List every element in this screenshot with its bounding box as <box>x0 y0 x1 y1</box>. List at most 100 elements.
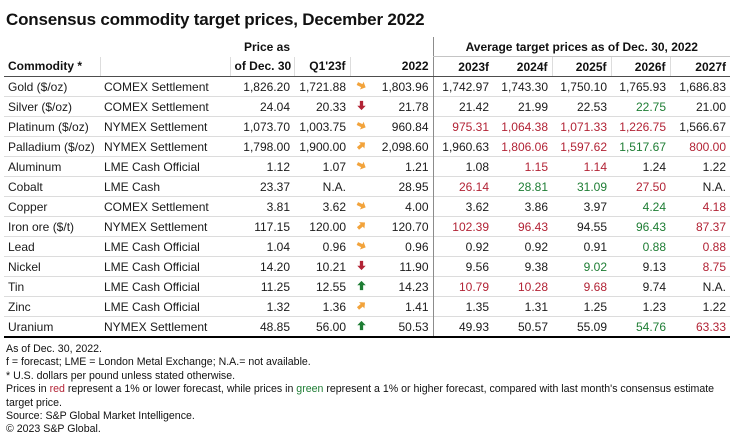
target-2026f-value: 96.43 <box>611 216 670 237</box>
trend-cell <box>350 296 372 317</box>
table-row: Aluminum LME Cash Official 1.12 1.07 1.2… <box>4 156 730 177</box>
table-row: Copper COMEX Settlement 3.81 3.62 4.00 3… <box>4 196 730 217</box>
target-2024f-value: 1,743.30 <box>501 79 548 94</box>
trend-slight-up-icon <box>353 138 368 153</box>
target-2027f-value: N.A. <box>670 276 730 297</box>
exchange-name: NYMEX Settlement <box>100 316 230 338</box>
col-header-trend <box>350 56 372 77</box>
table-row: Iron ore ($/t) NYMEX Settlement 117.15 1… <box>4 216 730 237</box>
legend-red-word: red <box>49 383 65 396</box>
q1-23f-value: 1,003.75 <box>294 116 350 137</box>
q1-23f-value: 10.21 <box>294 256 350 277</box>
table-row: Gold ($/oz) COMEX Settlement 1,826.20 1,… <box>4 76 730 97</box>
footnote-source: Source: S&P Global Market Intelligence. <box>6 410 195 423</box>
year-2022-value: 11.90 <box>372 256 433 277</box>
year-2022-value: 960.84 <box>372 116 433 137</box>
col-header-2022: 2022 <box>372 56 433 77</box>
exchange-name: COMEX Settlement <box>100 196 230 217</box>
col-header-2024f: 2024f <box>493 56 553 77</box>
trend-up-icon <box>356 280 367 291</box>
year-2022-value: 28.95 <box>372 176 433 197</box>
table-row: Platinum ($/oz) NYMEX Settlement 1,073.7… <box>4 116 730 137</box>
target-2027f-value: 87.37 <box>670 216 730 237</box>
footnote-color-legend: Prices in red represent a 1% or lower fo… <box>6 383 730 410</box>
commodity-name: Nickel <box>4 256 100 277</box>
target-2024f-value: 1.31 <box>493 296 552 317</box>
target-2027f-value: 800.00 <box>670 136 730 157</box>
trend-cell <box>350 276 372 297</box>
target-2024f-value: 28.81 <box>493 176 552 197</box>
target-2023f-value: 0.92 <box>432 236 493 257</box>
target-2026f-value: 1.24 <box>611 156 670 177</box>
target-2025f-value: 31.09 <box>552 176 611 197</box>
target-2025f-value: 1,071.33 <box>552 116 611 137</box>
price-dec30-value: 117.15 <box>230 216 294 237</box>
trend-slight-down-icon <box>354 198 369 213</box>
page-title: Consensus commodity target prices, Decem… <box>6 10 425 29</box>
q1-23f-value: 20.33 <box>294 96 350 117</box>
target-2026f-value: 9.74 <box>611 276 670 297</box>
exchange-name: LME Cash Official <box>100 236 230 257</box>
commodity-name: Cobalt <box>4 176 100 197</box>
target-2026f-value: 27.50 <box>611 176 670 197</box>
q1-23f-value: 1.07 <box>294 156 350 177</box>
price-dec30-value: 1,073.70 <box>230 116 294 137</box>
target-2023f-value: 10.79 <box>432 276 493 297</box>
target-2025f-value: 55.09 <box>552 316 611 338</box>
col-header-2027f: 2027f <box>670 56 730 77</box>
col-header-price-line2: of Dec. 30 <box>230 56 295 77</box>
target-2023f-value: 9.56 <box>432 256 493 277</box>
target-2025f-value: 9.02 <box>552 256 611 277</box>
trend-cell <box>350 236 372 257</box>
target-2025f-value: 9.68 <box>552 276 611 297</box>
target-2027f-value: 4.18 <box>670 196 730 217</box>
trend-slight-down-icon <box>354 238 369 253</box>
target-2024f-value: 50.57 <box>493 316 552 338</box>
year-2022-value: 14.23 <box>372 276 433 297</box>
trend-slight-down-icon <box>354 78 369 93</box>
header-spacer <box>350 37 372 57</box>
exchange-name: COMEX Settlement <box>100 96 230 117</box>
q1-23f-value: 56.00 <box>294 316 350 338</box>
trend-slight-up-icon <box>353 298 368 313</box>
target-2024f-value: 10.28 <box>493 276 552 297</box>
target-2023f-value: 49.93 <box>432 316 493 338</box>
target-2027f-value: 21.00 <box>670 96 730 117</box>
target-2023f-value: 1.35 <box>432 296 493 317</box>
q1-23f-value: 0.96 <box>294 236 350 257</box>
exchange-name: LME Cash <box>100 176 230 197</box>
target-2026f-value: 54.76 <box>611 316 670 338</box>
year-2022-value: 1.21 <box>372 156 433 177</box>
commodity-price-table: Price as Average target prices as of Dec… <box>4 37 730 338</box>
exchange-name: NYMEX Settlement <box>100 216 230 237</box>
target-2026f-value: 1.23 <box>611 296 670 317</box>
table-row: Silver ($/oz) COMEX Settlement 24.04 20.… <box>4 96 730 117</box>
target-2026f-value: 1,226.75 <box>611 116 670 137</box>
trend-cell <box>350 216 372 237</box>
price-dec30-value: 48.85 <box>230 316 294 338</box>
year-2022-value: 4.00 <box>372 196 433 217</box>
year-2022-value: 1,803.96 <box>381 79 429 94</box>
trend-slight-down-icon <box>354 158 369 173</box>
target-2023f-value: 1,742.97 <box>432 76 493 97</box>
header-spacer <box>100 37 230 57</box>
target-2026f-value: 22.75 <box>611 96 670 117</box>
target-2027f-value: 1.22 <box>670 156 730 177</box>
commodity-name: Palladium ($/oz) <box>4 136 100 157</box>
trend-cell <box>350 77 372 97</box>
trend-cell <box>350 116 372 137</box>
commodity-name: Iron ore ($/t) <box>4 216 100 237</box>
target-2023f-value: 21.42 <box>432 96 493 117</box>
header-spacer <box>372 37 433 57</box>
table-row: Uranium NYMEX Settlement 48.85 56.00 50.… <box>4 316 730 338</box>
commodity-name: Platinum ($/oz) <box>4 116 100 137</box>
q1-23f-value: 12.55 <box>294 276 350 297</box>
target-2025f-value: 1,597.62 <box>552 136 611 157</box>
year-2022-value: 50.53 <box>372 316 433 338</box>
col-header-commodity: Commodity * <box>4 56 101 77</box>
group-header-average-target-prices: Average target prices as of Dec. 30, 202… <box>432 37 730 57</box>
trend-cell <box>350 136 372 157</box>
price-dec30-value: 14.20 <box>230 256 294 277</box>
target-2025f-value: 1.25 <box>552 296 611 317</box>
price-dec30-value: 1.32 <box>230 296 294 317</box>
